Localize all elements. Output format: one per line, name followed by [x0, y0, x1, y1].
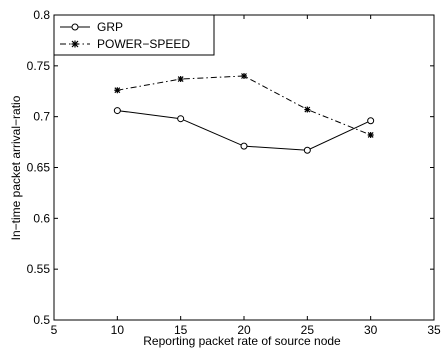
data-point-power-speed	[177, 76, 184, 83]
legend: GRP POWER−SPEED	[53, 14, 215, 56]
legend-box	[53, 14, 215, 56]
data-point-grp	[113, 107, 121, 115]
x-tick-label: 25	[301, 323, 315, 337]
x-axis: 5 10 15 20 25 30 35	[51, 15, 441, 337]
plot-border	[53, 14, 435, 321]
y-tick-label: 0.5	[33, 313, 50, 327]
data-point-power-speed	[304, 106, 311, 113]
data-point-grp	[177, 115, 185, 123]
y-axis-label: In−time packet arrival−ratio	[9, 95, 23, 240]
x-tick-label: 35	[427, 323, 441, 337]
data-point-power-speed	[367, 131, 374, 138]
plot-frame	[53, 14, 435, 321]
x-tick-label: 5	[51, 323, 58, 337]
series-line-power-speed	[117, 75, 371, 136]
x-tick-label: 20	[237, 323, 251, 337]
legend-powerspeed-label: POWER−SPEED	[97, 37, 190, 51]
x-tick-label: 30	[364, 323, 378, 337]
series-layer	[113, 73, 375, 154]
y-axis: 0.5 0.55 0.6 0.65 0.7 0.75 0.8	[27, 8, 434, 327]
data-point-power-speed	[241, 73, 247, 79]
data-point-grp	[367, 117, 375, 125]
legend-grp-label: GRP	[97, 20, 123, 34]
y-tick-label: 0.55	[27, 262, 51, 276]
data-point-grp	[240, 142, 248, 150]
y-tick-label: 0.8	[33, 8, 50, 22]
y-tick-label: 0.7	[33, 110, 50, 124]
data-point-power-speed	[114, 87, 121, 94]
x-axis-label: Reporting packet rate of source node	[143, 334, 341, 348]
y-tick-label: 0.6	[33, 211, 50, 225]
x-tick-label: 10	[111, 323, 125, 337]
legend-grp-marker	[71, 23, 79, 31]
y-tick-label: 0.65	[27, 161, 51, 175]
data-point-grp	[303, 146, 311, 154]
y-tick-label: 0.75	[27, 59, 51, 73]
x-tick-label: 15	[174, 323, 188, 337]
legend-powerspeed-marker	[71, 40, 79, 48]
